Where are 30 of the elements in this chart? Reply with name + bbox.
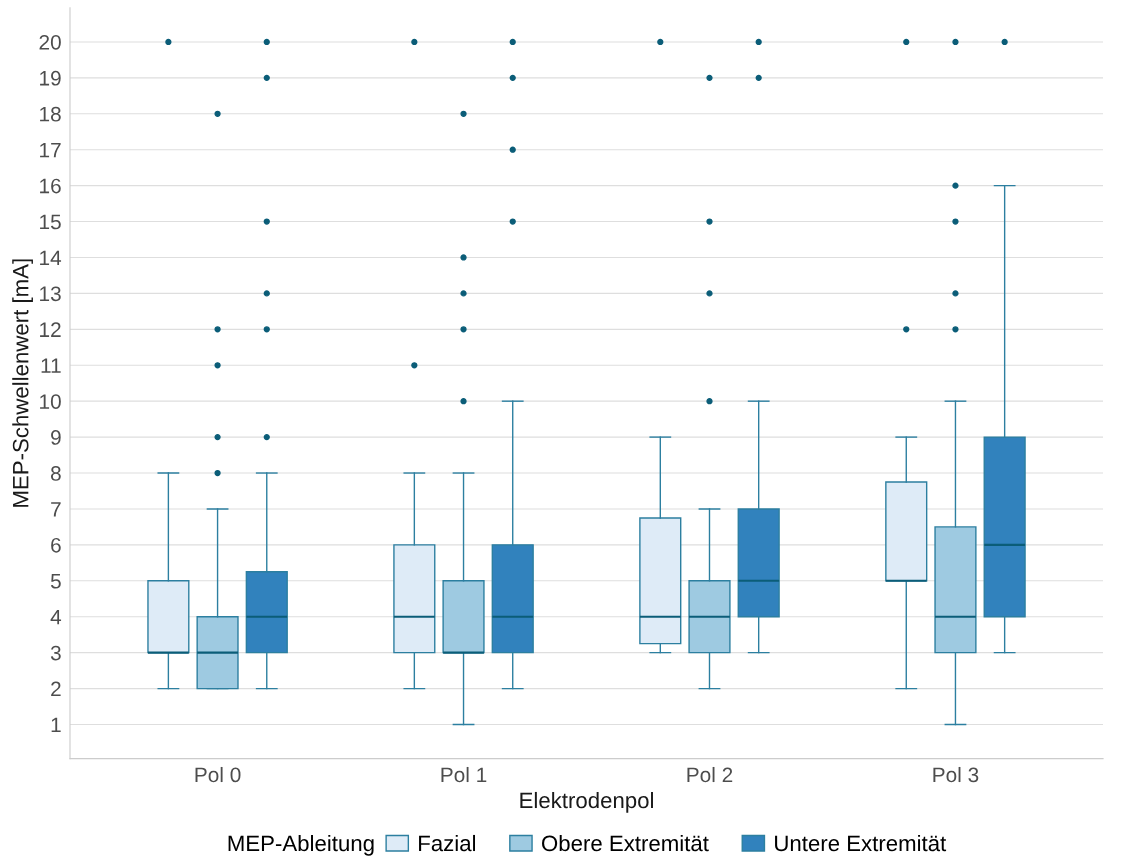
y-tick-label: 13 [40,286,61,302]
y-tick-label: 11 [41,358,61,373]
y-tick-label: 7 [51,502,61,517]
y-tick-label: 20 [39,34,61,50]
y-tick-label: 4 [50,609,62,625]
y-tick-label: 2 [51,681,61,697]
y-axis-title: MEP-Schwellenwert [mA] [12,259,33,507]
y-tick-label: 17 [40,142,61,158]
x-tick-label: Pol 0 [195,766,241,783]
y-tick-label: 5 [50,574,61,589]
y-tick-label: 18 [40,106,61,122]
y-tick-label: 8 [50,466,61,481]
y-tick-label: 10 [40,394,61,409]
legend-title: MEP-Ableitung [228,834,374,856]
legend-label: Untere Extremität [775,834,947,852]
x-tick-label: Pol 1 [441,766,487,783]
y-tick-label: 19 [40,70,61,86]
x-tick-label: Pol 3 [933,766,979,783]
y-tick-label: 9 [51,430,61,445]
legend-label: Fazial [419,834,476,852]
x-axis-title: Elektrodenpol [520,791,653,813]
y-tick-label: 1 [51,717,61,733]
y-tick-label: 14 [40,250,62,266]
x-tick-label: Pol 2 [687,766,733,783]
y-tick-label: 12 [40,322,61,337]
legend-label: Obere Extremität [542,834,709,852]
y-tick-label: 6 [51,537,61,553]
y-tick-label: 16 [40,178,61,194]
y-tick-label: 15 [40,214,61,230]
y-tick-label: 3 [50,645,61,661]
